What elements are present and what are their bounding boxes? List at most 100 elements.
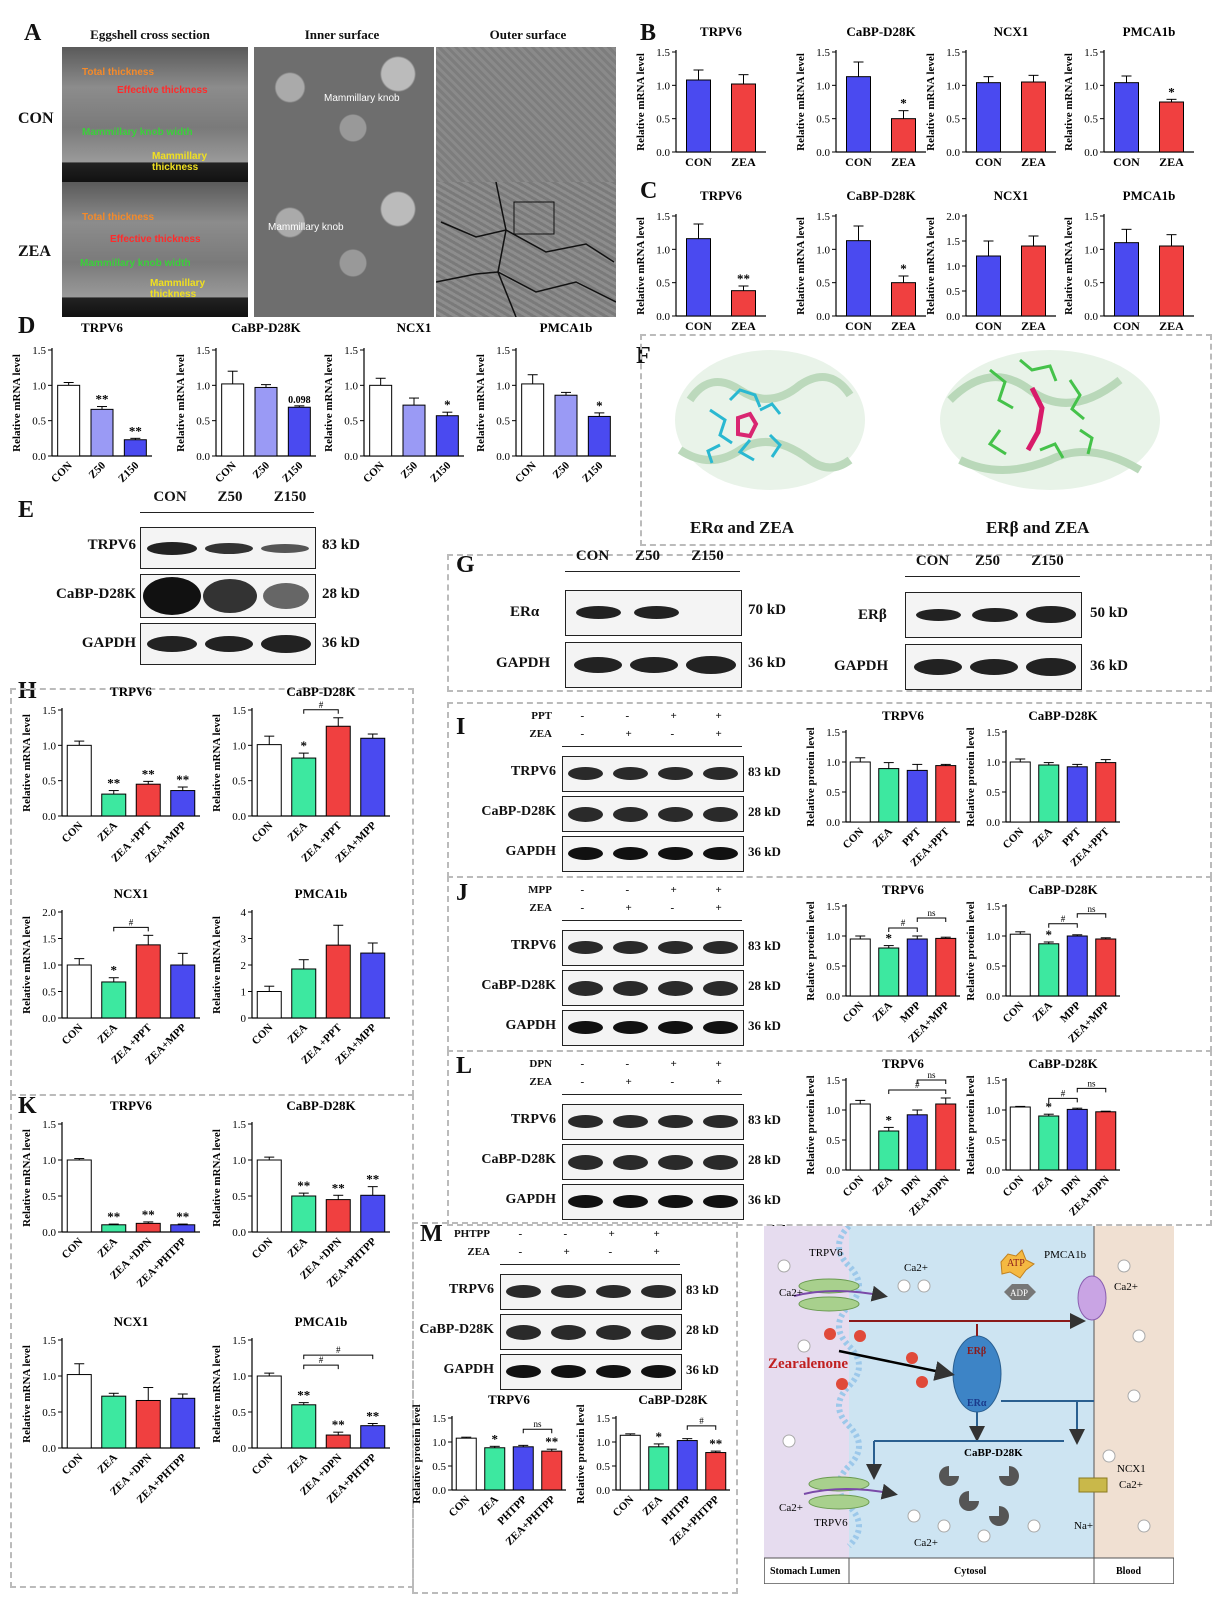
bar-con (686, 79, 711, 153)
g-label-gapdh-left: GAPDH (496, 655, 551, 671)
significance-mark: * (886, 931, 893, 946)
y-tick-label: 4 (241, 907, 247, 919)
blot-band (613, 1021, 648, 1034)
y-tick-label: 0.5 (32, 416, 46, 428)
annot-total: Total thickness (82, 67, 155, 78)
e-label-cabp: CaBP-D28K (56, 586, 136, 602)
bar-con (846, 76, 871, 153)
y-tick-label: 0.0 (596, 1485, 610, 1497)
y-tick-label: 0.0 (986, 817, 1000, 829)
y-tick-label: 1.0 (826, 1105, 840, 1117)
x-tick-label: Z150 (580, 459, 606, 485)
x-tick-label: CON (1001, 1000, 1027, 1026)
blot-band (703, 767, 738, 780)
bar-zea (291, 1195, 317, 1233)
blot-J-kd: 28 kD (748, 978, 781, 993)
x-tick-label: CON (611, 1494, 637, 1520)
x-tick-label: CON (1001, 1174, 1027, 1200)
bar-z150 (587, 415, 611, 457)
e-lane-line (140, 512, 314, 513)
blot-band (658, 941, 693, 954)
row-label-zea: ZEA (18, 243, 51, 260)
bar-zea-ppt (135, 783, 161, 817)
x-tick-label: ZEA (870, 1174, 895, 1199)
x-tick-label: CON (975, 155, 1002, 169)
g-right-line (905, 576, 1080, 577)
x-tick-label: PPT (1060, 825, 1084, 849)
bar-zea-ppt (135, 944, 161, 1019)
annot-total-zea: Total thickness (82, 212, 155, 223)
y-tick-label: 0.0 (42, 1443, 56, 1455)
x-tick-label: ZEA (891, 319, 916, 333)
blot-band (613, 767, 648, 780)
blot-band (613, 1115, 648, 1128)
x-tick-label: MPP (1058, 999, 1084, 1025)
bar-con (521, 383, 545, 457)
blot-L-treat-a: DPN (529, 1058, 552, 1070)
significance-mark: ** (142, 1207, 155, 1222)
y-tick-label: 1.0 (596, 1437, 610, 1449)
panel-label-m: M (420, 1221, 443, 1247)
g-label-era: ERα (510, 604, 540, 620)
bar-zea-phtpp (705, 1452, 727, 1491)
y-axis-label: Relative mRNA level (211, 1345, 223, 1443)
significance-mark: ** (142, 766, 155, 781)
n-atp-icon (1000, 1249, 1035, 1279)
x-tick-label: Z150 (428, 459, 454, 485)
n-pmca-icon (1077, 1275, 1107, 1321)
bar-zea-mpp (170, 964, 196, 1019)
blot-L-sign-b: + (625, 1076, 632, 1088)
e-kd-gapdh: 36 kD (322, 635, 360, 651)
y-tick-label: 1.5 (596, 1413, 610, 1425)
x-tick-label: CON (1113, 155, 1140, 169)
y-tick-label: 0.0 (826, 817, 840, 829)
bar-zea-ppt (325, 944, 351, 1019)
y-tick-label: 0.5 (656, 278, 670, 290)
significance-mark: * (301, 738, 308, 753)
annot-effective: Effective thickness (117, 85, 208, 96)
bar-z50 (254, 386, 278, 457)
y-axis-label: Relative protein level (805, 727, 817, 826)
bracket-label: # (1061, 914, 1066, 924)
e-label-gapdh: GAPDH (81, 635, 136, 651)
y-axis-label: Relative mRNA level (475, 354, 487, 452)
y-axis-label: Relative mRNA level (11, 354, 23, 452)
significance-mark: * (1046, 927, 1053, 942)
bar-zea-dpn (325, 1199, 351, 1233)
chart-title: CaBP-D28K (846, 24, 916, 39)
blot-band (506, 1325, 541, 1340)
bar-con (66, 1374, 92, 1449)
bar-zea (1159, 101, 1184, 153)
blot-L-kd: 83 kD (748, 1112, 781, 1127)
y-tick-label: 1.0 (826, 757, 840, 769)
e-lane-z150: Z150 (273, 489, 307, 505)
blot-M-sign-b: - (518, 1246, 523, 1258)
bar-con (1114, 82, 1139, 153)
chart-C-cabp-d28k: CaBP-D28K Relative mRNA level 0.0 0.5 1.0 1.5… (795, 188, 926, 333)
blot-band (596, 1285, 631, 1298)
y-axis-label: Relative mRNA level (1063, 53, 1075, 151)
y-tick-label: 1.5 (496, 345, 510, 357)
blot-band (551, 1285, 586, 1298)
y-tick-label: 1.0 (496, 380, 510, 392)
y-tick-label: 1.5 (1084, 47, 1098, 59)
blot-band (658, 1155, 693, 1170)
bar-con (846, 240, 871, 317)
g-label-erb: ERβ (858, 607, 887, 623)
chart-L-cabp-d28k: CaBP-D28K Relative protein level 0.0 0.5 1.0… (965, 1056, 1120, 1219)
y-tick-label: 0.0 (232, 811, 246, 823)
chart-L-trpv6: TRPV6 Relative protein level 0.0 0.5 1.0 1.5 C… (805, 1056, 960, 1219)
y-tick-label: 1.5 (816, 211, 830, 223)
chart-title: CaBP-D28K (286, 1098, 356, 1113)
y-tick-label: 1.0 (42, 960, 56, 972)
y-tick-label: 0.5 (816, 278, 830, 290)
bar-z50 (402, 404, 426, 457)
chart-title: TRPV6 (110, 1098, 152, 1113)
y-tick-label: 0.0 (986, 991, 1000, 1003)
significance-mark: * (492, 1431, 499, 1446)
y-tick-label: 1.5 (826, 1075, 840, 1087)
panel-label-b: B (640, 20, 657, 46)
x-tick-label: CON (841, 1000, 867, 1026)
chart-I-trpv6: TRPV6 Relative protein level 0.0 0.5 1.0 1.5 C… (805, 708, 960, 869)
chart-D-cabp-d28k: CaBP-D28K Relative mRNA level 0.0 0.5 1.0 1.5… (175, 320, 316, 485)
